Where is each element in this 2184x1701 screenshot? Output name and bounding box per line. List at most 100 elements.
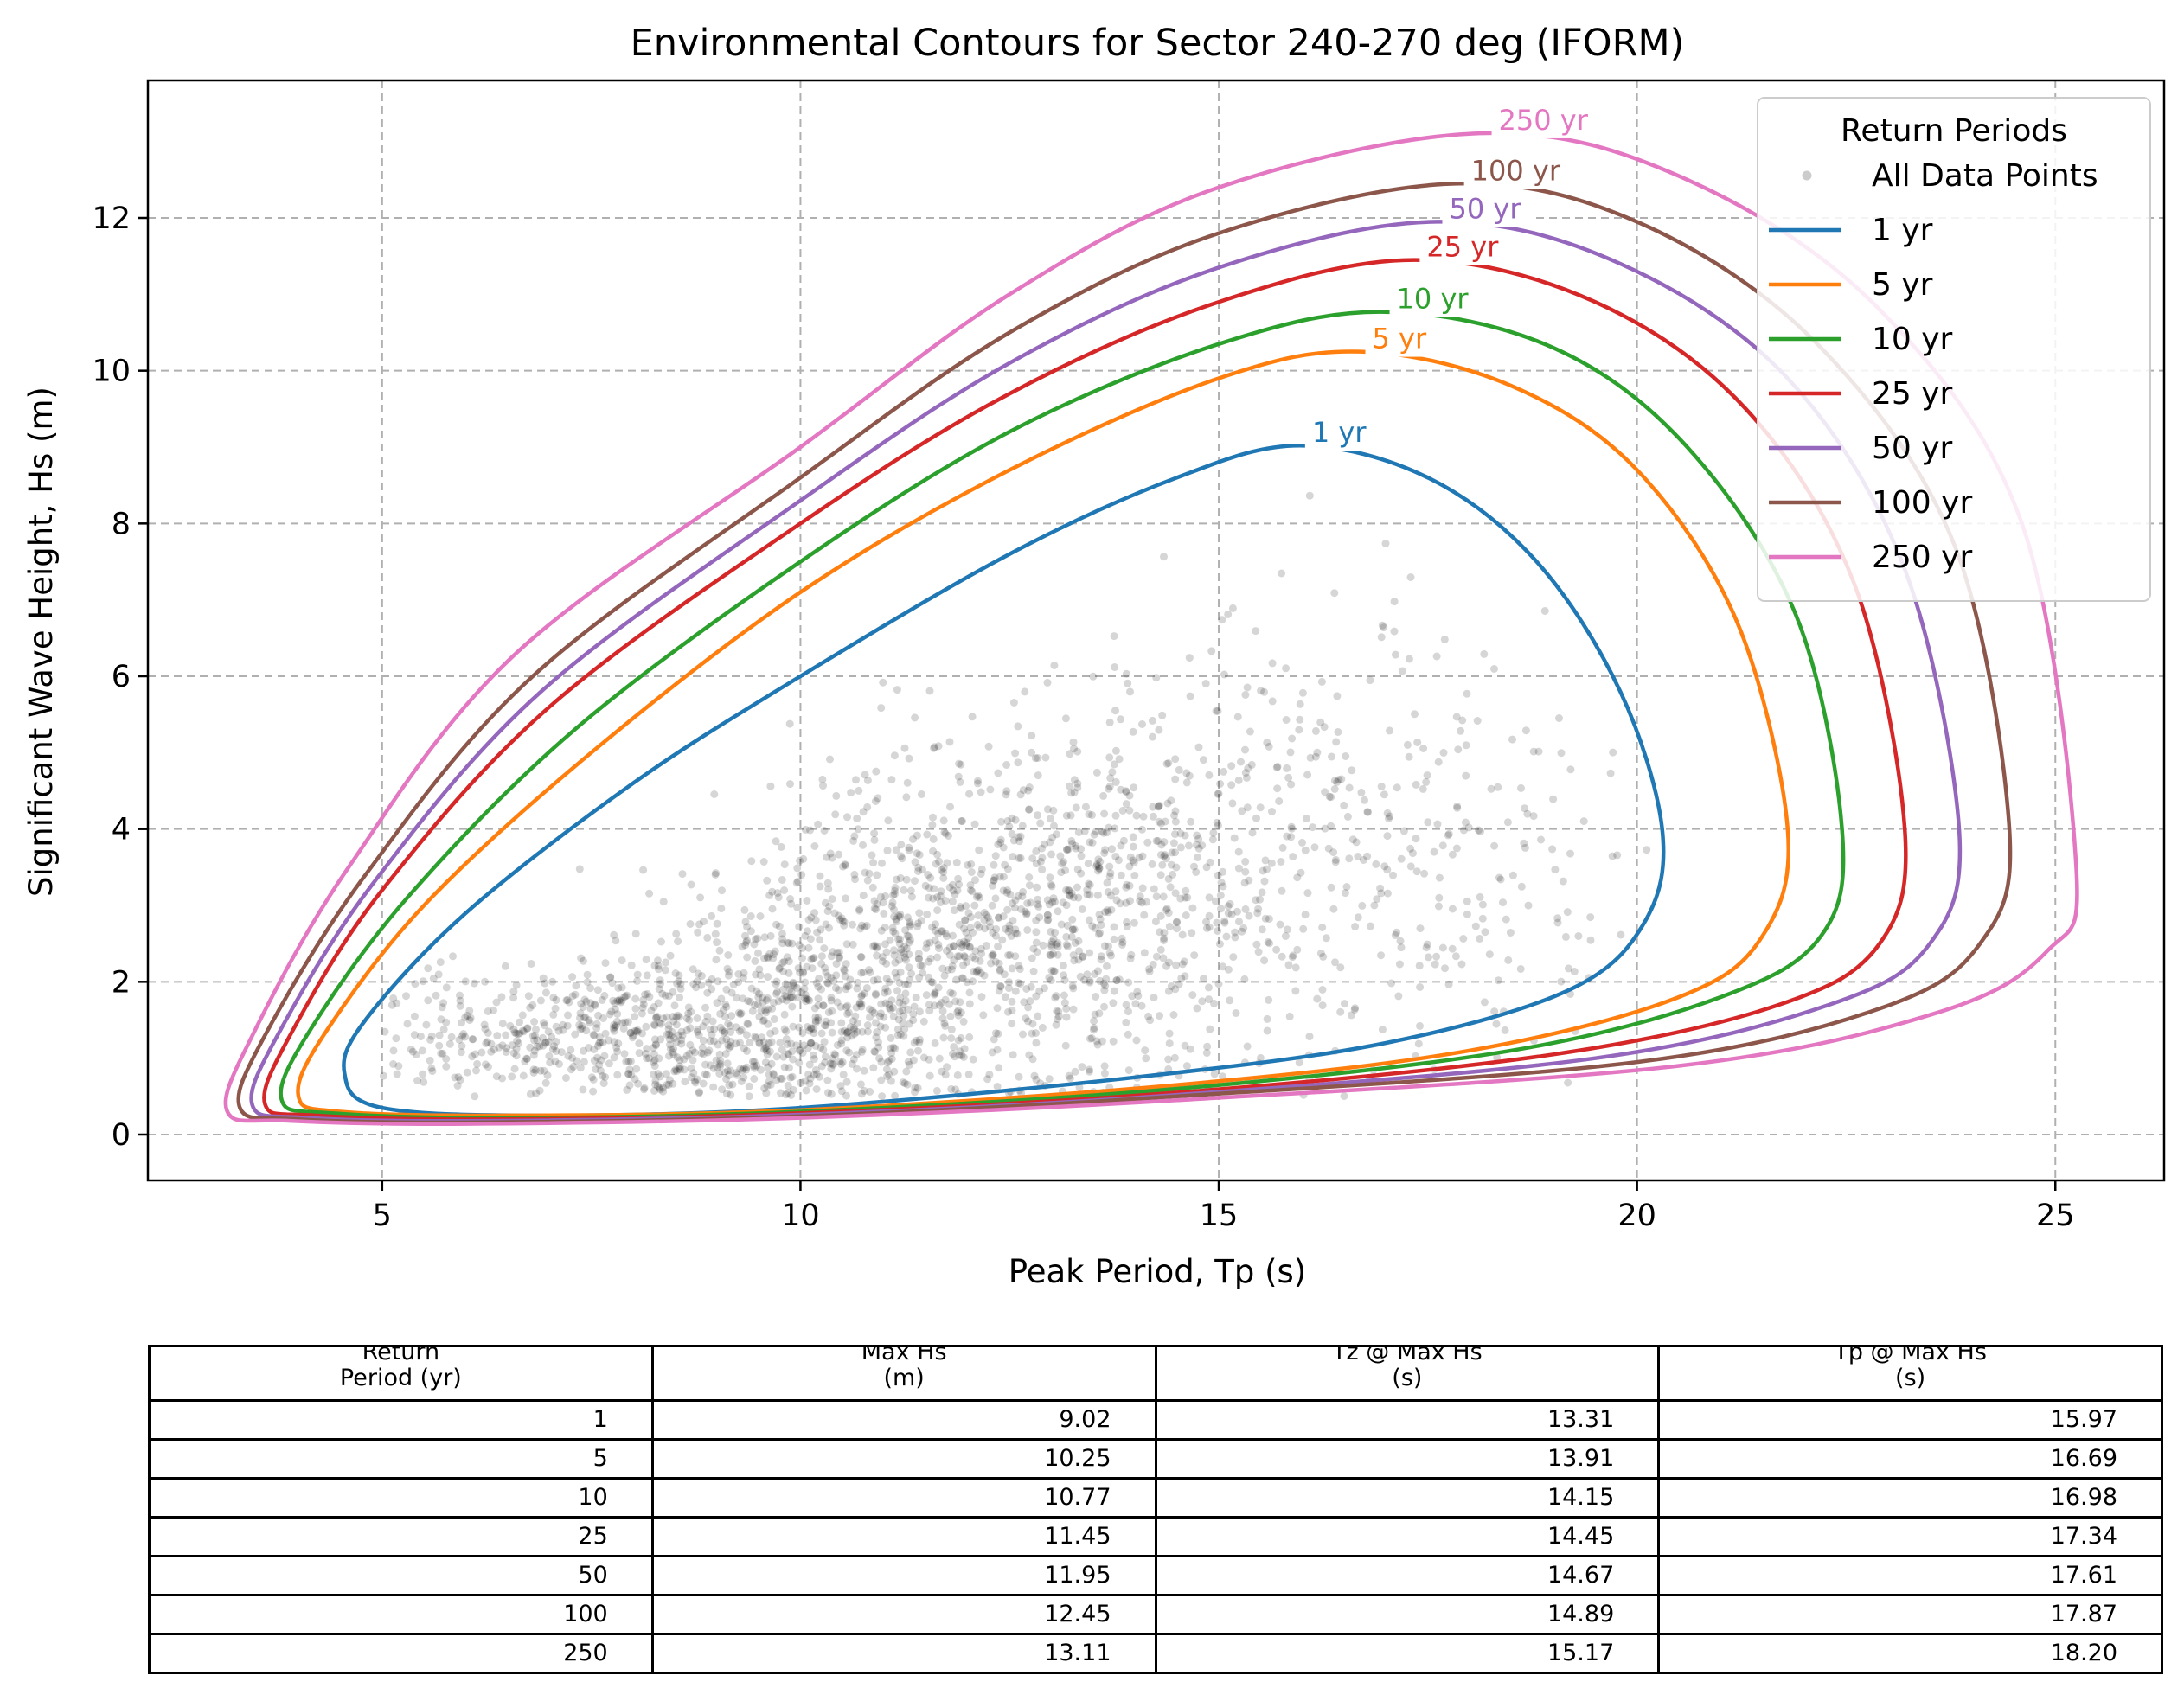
data-point <box>1492 1020 1501 1028</box>
data-point <box>849 836 858 845</box>
data-point <box>1171 775 1180 783</box>
data-point <box>1122 788 1130 796</box>
data-point <box>1441 964 1449 973</box>
data-point <box>958 974 967 982</box>
data-point <box>725 1044 733 1052</box>
data-point <box>1157 841 1166 849</box>
data-point <box>699 1022 708 1031</box>
data-point <box>820 827 829 835</box>
data-point <box>656 1072 664 1081</box>
data-point <box>755 989 764 998</box>
data-point <box>810 1071 818 1079</box>
data-point <box>1073 779 1082 788</box>
data-point <box>1391 930 1399 939</box>
data-point <box>1299 924 1308 933</box>
data-point <box>665 1035 674 1044</box>
data-point <box>1140 949 1149 957</box>
data-point <box>950 942 958 950</box>
data-point <box>862 921 871 930</box>
data-point <box>552 996 560 1004</box>
data-point <box>1295 1058 1303 1067</box>
data-point <box>814 820 823 828</box>
data-point <box>686 1024 695 1033</box>
contour-label-250-yr: 250 yr <box>1499 104 1589 137</box>
data-point <box>1092 828 1100 836</box>
data-point <box>977 969 985 977</box>
data-point <box>1022 909 1031 918</box>
data-point <box>1105 784 1113 793</box>
data-point <box>545 1052 554 1060</box>
data-point <box>977 944 985 953</box>
data-point <box>402 992 410 1001</box>
data-point <box>1028 748 1036 757</box>
data-point <box>833 949 842 957</box>
data-point <box>1258 888 1266 897</box>
data-point <box>695 1031 703 1039</box>
data-point <box>1566 765 1575 774</box>
data-point <box>1238 927 1246 936</box>
data-point <box>701 1060 709 1069</box>
data-point <box>1432 652 1441 661</box>
data-point <box>795 1058 804 1067</box>
data-point <box>1462 771 1470 780</box>
table-cell: 17.34 <box>1657 1516 2163 1557</box>
data-point <box>1283 764 1291 772</box>
data-point <box>958 817 965 825</box>
data-point <box>958 1051 966 1059</box>
data-point <box>1124 1007 1132 1016</box>
data-point <box>734 1008 743 1017</box>
data-point <box>1069 925 1077 934</box>
data-point <box>950 906 958 915</box>
data-point <box>991 894 1000 903</box>
data-point <box>774 893 783 902</box>
contour-label-10-yr: 10 yr <box>1397 283 1470 316</box>
data-point <box>1097 956 1105 964</box>
data-point <box>1167 982 1175 990</box>
data-point <box>618 996 626 1005</box>
data-point <box>1570 968 1579 975</box>
data-point <box>1073 783 1082 792</box>
data-point <box>1301 846 1310 854</box>
data-point <box>857 992 866 1001</box>
data-point <box>984 742 993 751</box>
data-point <box>1043 917 1052 924</box>
data-point <box>763 1082 772 1090</box>
data-point <box>851 1012 860 1020</box>
data-point <box>1028 732 1036 740</box>
data-point <box>1151 918 1160 926</box>
data-point <box>1434 902 1443 911</box>
data-point <box>564 1011 572 1020</box>
data-point <box>1335 776 1343 784</box>
table-cell: 13.91 <box>1154 1438 1661 1480</box>
table-header-cell: Return Period (yr) <box>148 1345 654 1402</box>
data-point <box>940 1020 949 1027</box>
data-point <box>865 869 874 878</box>
data-point <box>965 943 974 951</box>
data-point <box>810 1029 818 1038</box>
data-point <box>1333 692 1342 700</box>
data-point <box>852 1003 861 1012</box>
data-point <box>461 977 470 986</box>
data-point <box>595 1039 604 1047</box>
header-line: Period (yr) <box>339 1365 462 1391</box>
data-point <box>1181 1041 1189 1050</box>
data-point <box>528 1001 537 1009</box>
data-point <box>810 1055 818 1064</box>
data-point <box>1111 811 1120 820</box>
data-point <box>612 1021 620 1030</box>
data-point <box>1473 717 1482 725</box>
data-point <box>1613 851 1622 860</box>
data-point <box>539 974 548 982</box>
data-point <box>1115 975 1124 984</box>
data-point <box>990 876 998 885</box>
data-point <box>575 865 584 873</box>
data-point <box>887 1049 896 1058</box>
data-point <box>1053 1007 1061 1015</box>
data-point <box>509 1049 518 1058</box>
data-point <box>1086 891 1094 899</box>
data-point <box>941 1021 950 1030</box>
data-point <box>836 1082 845 1090</box>
data-point <box>533 1036 541 1045</box>
data-point <box>869 976 878 985</box>
data-point <box>990 1035 998 1044</box>
